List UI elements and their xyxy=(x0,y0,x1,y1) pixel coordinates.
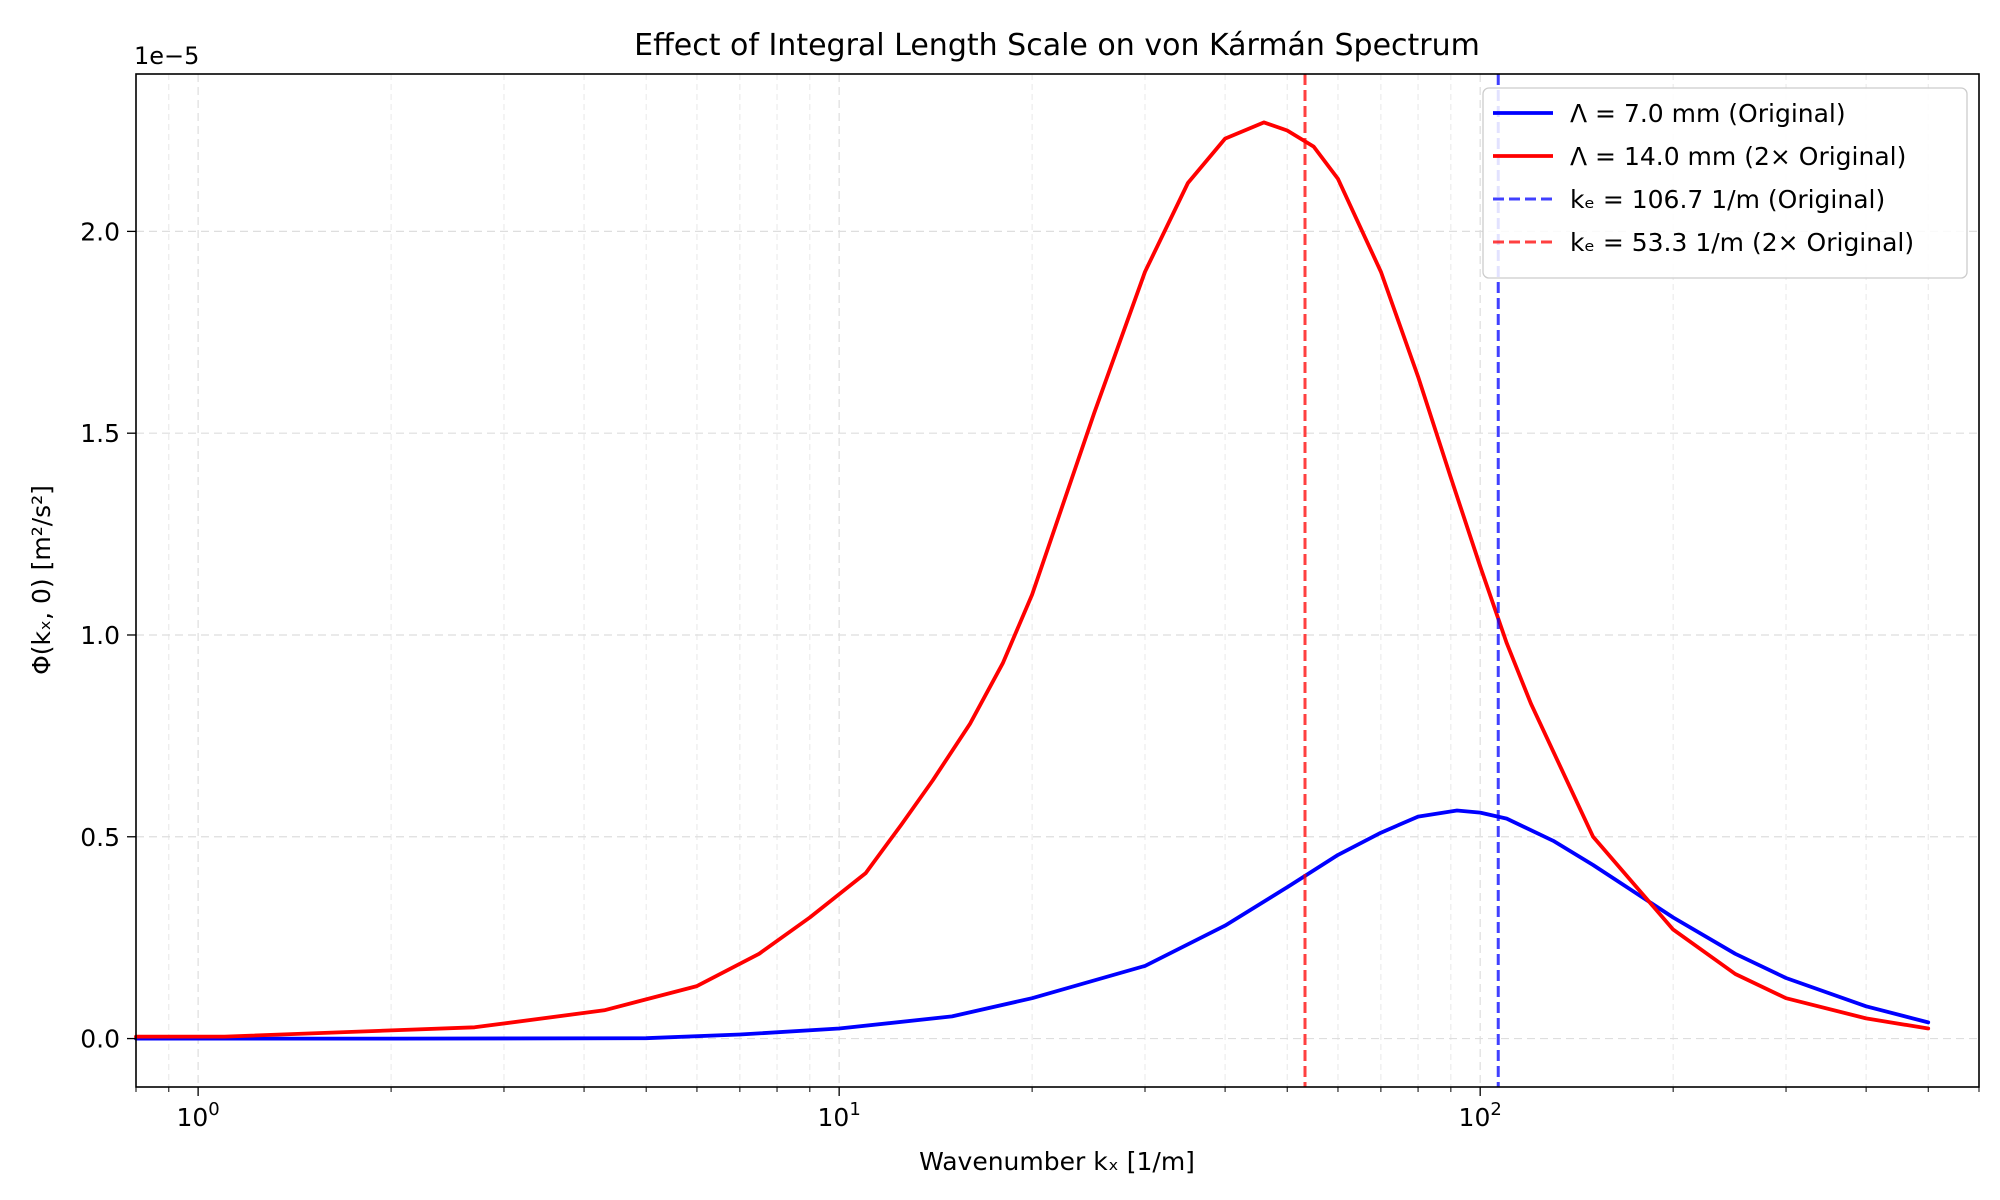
ticks: 100 101 102 0.0 0.5 1.0 1.5 2.0 xyxy=(80,217,1980,1132)
legend-label-0: Λ = 7.0 mm (Original) xyxy=(1570,99,1846,128)
y-axis-label: Φ(kₓ, 0) [m²/s²] xyxy=(27,485,56,675)
y-tick-label: 0.0 xyxy=(80,1025,120,1054)
x-tick-label: 102 xyxy=(1459,1099,1502,1132)
plot-frame xyxy=(135,73,1980,1088)
legend: Λ = 7.0 mm (Original) Λ = 14.0 mm (2× Ori… xyxy=(1482,87,1968,279)
series-line-1 xyxy=(134,120,1931,1039)
series-line-0 xyxy=(134,808,1931,1041)
y-tick-label: 1.5 xyxy=(80,419,120,448)
legend-box xyxy=(1482,87,1968,279)
legend-label-2: kₑ = 106.7 1/m (Original) xyxy=(1570,185,1885,214)
y-tick-label: 0.5 xyxy=(80,823,120,852)
y-tick-label: 1.0 xyxy=(80,621,120,650)
x-tick-label: 101 xyxy=(818,1099,861,1132)
legend-label-1: Λ = 14.0 mm (2× Original) xyxy=(1570,142,1906,171)
x-axis-label: Wavenumber kₓ [1/m] xyxy=(919,1147,1195,1176)
legend-label-3: kₑ = 53.3 1/m (2× Original) xyxy=(1570,228,1914,257)
series-layer xyxy=(134,74,1931,1087)
chart-title: Effect of Integral Length Scale on von K… xyxy=(634,28,1480,63)
x-tick-label: 100 xyxy=(176,1099,219,1132)
y-tick-label: 2.0 xyxy=(80,217,120,246)
y-offset-label: 1e−5 xyxy=(134,42,199,70)
